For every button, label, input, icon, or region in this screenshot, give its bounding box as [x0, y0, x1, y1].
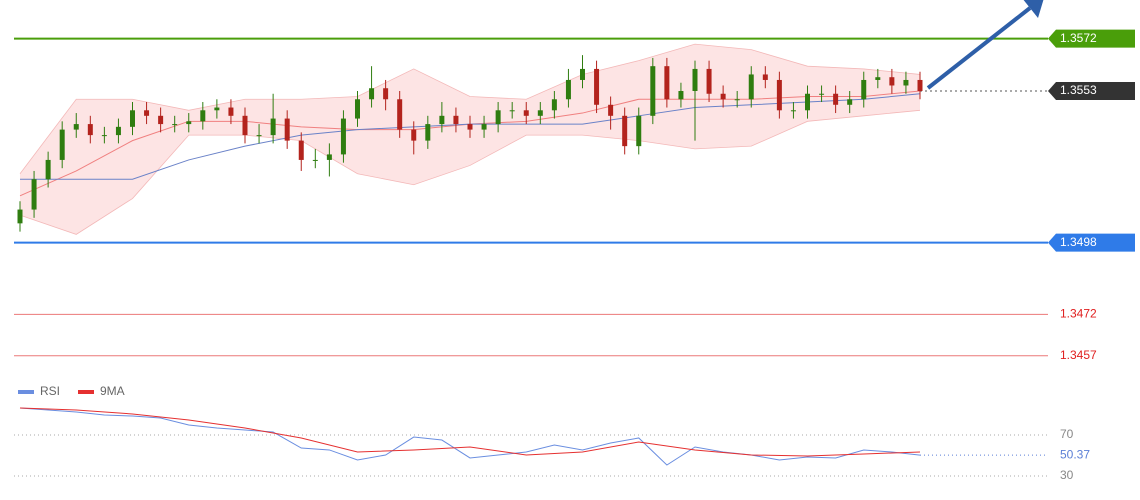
candle-body [115, 126, 121, 136]
candle-body [355, 99, 360, 119]
trend-arrow-head [1023, 0, 1044, 18]
candle-body [748, 74, 754, 100]
candle-body [762, 74, 768, 80]
candle-body [439, 115, 445, 125]
candle-body [790, 110, 796, 112]
candle-body [875, 77, 881, 80]
candle-body [298, 140, 304, 160]
candle-body [340, 118, 346, 155]
legend-label: 9MA [100, 384, 125, 398]
candle-body [200, 110, 206, 122]
candle-body [425, 124, 431, 141]
candle-body [495, 110, 501, 125]
candle-body [903, 79, 909, 86]
candle-body [467, 124, 473, 130]
level-label: 1.3498 [1060, 235, 1097, 249]
candle-body [284, 118, 290, 141]
level-tag [1048, 29, 1135, 48]
candle-body [734, 99, 740, 101]
candle-body [565, 79, 571, 100]
candle-body [256, 135, 262, 137]
candle-body [636, 115, 642, 147]
candle-body [481, 124, 487, 130]
bollinger-band [20, 44, 920, 235]
candle-body [819, 93, 825, 95]
candle-body [369, 88, 375, 100]
candle-body [186, 121, 192, 125]
level-label: 1.3472 [1060, 307, 1097, 321]
candle-body [87, 124, 93, 136]
level-tag [1048, 233, 1135, 252]
candle-body [523, 110, 529, 116]
level-label: 1.3572 [1060, 31, 1097, 45]
candle-body [383, 88, 389, 100]
candle-body [551, 99, 557, 111]
candle-body [45, 159, 51, 180]
candle-body [17, 209, 23, 224]
candle-body [805, 93, 810, 111]
candle-body [397, 99, 403, 130]
candle-body [622, 115, 628, 147]
candle-body [312, 159, 318, 161]
candle-body [453, 115, 459, 125]
candle-body [411, 129, 417, 141]
candle-body [861, 79, 867, 100]
trend-arrow [926, 6, 1032, 90]
level-tag [1048, 81, 1135, 100]
current-label: 50.37 [1060, 447, 1090, 461]
candle-body [158, 115, 164, 125]
indicator-line [19, 407, 921, 457]
candle-body [917, 79, 923, 91]
band-upper [19, 43, 921, 174]
candle-body [706, 68, 712, 94]
candle-body [889, 77, 895, 86]
rsi-panel: 70 30 50.37 RSI 9MA [14, 384, 1090, 482]
candle-body [130, 110, 135, 127]
candle-body [326, 154, 332, 160]
candle-body [509, 110, 515, 112]
candle-body [144, 110, 150, 116]
candle-body [678, 90, 684, 100]
candle-body [172, 124, 178, 126]
y-tick-label: 30 [1060, 468, 1074, 482]
candle-body [214, 107, 220, 111]
candle-body [228, 107, 234, 116]
candle-body [720, 93, 726, 100]
candle-body [101, 135, 107, 137]
band-lower [19, 109, 921, 235]
candle-body [650, 66, 656, 116]
candle-body [776, 79, 782, 111]
candle-body [242, 115, 248, 136]
candle-body [270, 118, 276, 136]
indicator-line [19, 407, 921, 466]
candle-body [664, 66, 670, 100]
candle-body [580, 68, 585, 80]
candle-body [847, 99, 853, 105]
candle-body [692, 68, 698, 91]
level-label: 1.3457 [1060, 348, 1097, 362]
price-panel: 1.3572 1.3553 1.3498 1.3472 1.3457 [14, 29, 1135, 362]
candle-body [594, 68, 600, 105]
candle-body [73, 124, 79, 130]
candle-body [537, 110, 543, 116]
candle-body [59, 129, 65, 160]
y-tick-label: 70 [1060, 427, 1074, 441]
candle-body [833, 93, 839, 105]
candle-body [31, 179, 37, 210]
legend-label: RSI [40, 384, 60, 398]
candle-body [608, 104, 614, 116]
level-label: 1.3553 [1060, 83, 1097, 97]
